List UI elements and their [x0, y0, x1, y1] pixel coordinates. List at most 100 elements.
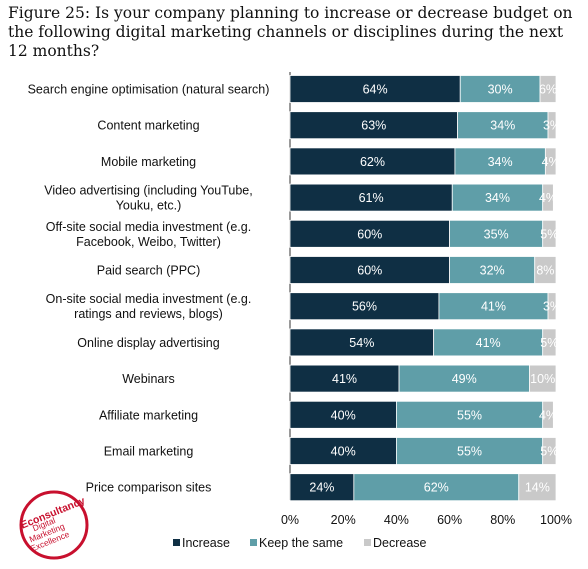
bars-group	[289, 75, 557, 502]
x-tick-label: 100%	[540, 513, 572, 527]
bar-decrease	[534, 256, 557, 284]
bar-decrease	[542, 183, 554, 212]
x-tick-label: 0%	[281, 513, 299, 527]
category-label: Search engine optimisation (natural sear…	[28, 83, 270, 97]
data-label: 35%	[484, 227, 509, 241]
data-label: 41%	[481, 300, 506, 314]
bar-increase	[289, 183, 453, 212]
bar-decrease	[539, 75, 557, 103]
bar-decrease	[518, 473, 557, 502]
bar-decrease	[544, 147, 557, 176]
category-label: Video advertising (including YouTube,	[44, 184, 252, 198]
bar-keep-the-same	[449, 219, 544, 248]
data-label: 60%	[357, 227, 382, 241]
data-label: 5%	[540, 445, 558, 459]
x-tick-label: 60%	[437, 513, 462, 527]
data-label: 10%	[530, 372, 555, 386]
bar-decrease	[542, 400, 554, 429]
bar-increase	[289, 364, 400, 393]
data-label: 30%	[488, 83, 513, 97]
category-label: Affiliate marketing	[99, 408, 198, 422]
category-label: Content marketing	[97, 119, 199, 133]
bar-keep-the-same	[454, 147, 546, 176]
category-label-group: Search engine optimisation (natural sear…	[28, 83, 270, 495]
bar-increase	[289, 437, 397, 465]
data-label: 14%	[525, 481, 550, 495]
data-label: 5%	[540, 336, 558, 350]
bar-increase	[289, 256, 451, 284]
x-tick-label: 40%	[384, 513, 409, 527]
data-label: 5%	[540, 227, 558, 241]
bar-decrease	[547, 292, 557, 321]
category-label: Off-site social media investment (e.g.	[46, 220, 251, 234]
data-label: 4%	[539, 408, 557, 422]
x-tick-label: 20%	[331, 513, 356, 527]
bar-decrease	[542, 328, 557, 357]
data-label: 62%	[424, 481, 449, 495]
data-label: 61%	[359, 191, 384, 205]
data-label: 8%	[536, 264, 554, 278]
chart-title: Figure 25: Is your company planning to i…	[8, 4, 573, 60]
bar-decrease	[547, 111, 557, 140]
data-label: 62%	[360, 155, 385, 169]
bar-keep-the-same	[451, 183, 544, 212]
bar-decrease	[542, 219, 557, 248]
category-label: ratings and reviews, blogs)	[74, 307, 223, 321]
bar-increase	[289, 147, 456, 176]
category-label: Webinars	[122, 372, 175, 386]
bar-increase	[289, 328, 435, 357]
data-label: 3%	[543, 300, 561, 314]
bar-label-group: 64% 30% 6% 63% 34% 3% 62% 34% 4% 61% 34% 4% 60% 35% 5%…	[309, 83, 561, 495]
bar-keep-the-same	[398, 364, 530, 393]
bar-increase	[289, 292, 440, 321]
data-label: 40%	[331, 445, 356, 459]
data-label: 3%	[543, 119, 561, 133]
data-label: 40%	[331, 408, 356, 422]
bar-increase	[289, 111, 458, 140]
data-label: 54%	[349, 336, 374, 350]
category-label: Online display advertising	[77, 336, 219, 350]
logo-ring	[19, 490, 89, 560]
data-label: 34%	[490, 119, 515, 133]
data-label: 55%	[457, 408, 482, 422]
category-label: Mobile marketing	[101, 155, 196, 169]
data-label: 60%	[357, 264, 382, 278]
category-label: Email marketing	[104, 445, 194, 459]
data-label: 49%	[452, 372, 477, 386]
legend-label: Increase	[182, 536, 230, 550]
bar-keep-the-same	[457, 111, 549, 140]
bar-keep-the-same	[433, 328, 544, 357]
data-label: 41%	[476, 336, 501, 350]
bar-keep-the-same	[438, 292, 549, 321]
bar-decrease	[529, 364, 557, 393]
legend-label: Keep the same	[259, 536, 343, 550]
bar-increase	[289, 75, 461, 103]
bar-keep-the-same	[353, 473, 520, 502]
data-label: 32%	[480, 264, 505, 278]
x-axis-ticks: 0% 20% 40% 60% 80% 100%	[281, 513, 572, 527]
data-label: 64%	[363, 83, 388, 97]
bar-increase	[289, 400, 397, 429]
category-label: Facebook, Weibo, Twitter)	[76, 235, 221, 249]
bar-decrease	[542, 437, 557, 465]
data-label: 4%	[542, 155, 560, 169]
legend-swatch	[250, 539, 257, 546]
category-label: Paid search (PPC)	[97, 264, 201, 278]
data-label: 56%	[352, 300, 377, 314]
legend-label: Decrease	[373, 536, 427, 550]
x-tick-label: 80%	[490, 513, 515, 527]
data-label: 34%	[488, 155, 513, 169]
data-label: 63%	[361, 119, 386, 133]
data-label: 41%	[332, 372, 357, 386]
data-label: 6%	[539, 83, 557, 97]
data-label: 34%	[485, 191, 510, 205]
legend-swatch	[364, 539, 371, 546]
bar-keep-the-same	[395, 437, 544, 465]
data-label: 55%	[457, 445, 482, 459]
data-label: 24%	[309, 481, 334, 495]
data-label: 4%	[539, 191, 557, 205]
category-label: Price comparison sites	[86, 481, 212, 495]
